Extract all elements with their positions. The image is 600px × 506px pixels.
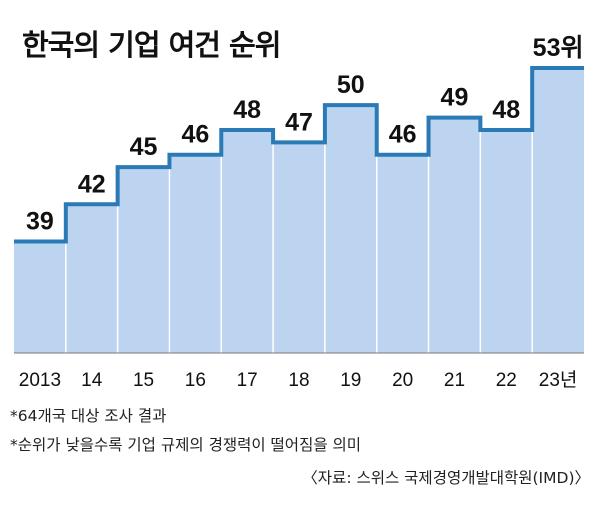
x-tick-20: 20 [392, 370, 413, 391]
data-label-14: 42 [78, 170, 106, 198]
data-label-22: 48 [492, 96, 520, 124]
data-label-17: 48 [233, 96, 261, 124]
bar-14 [65, 204, 118, 353]
source-note: 〈자료: 스위스 국제경영개발대학원(IMD)〉 [302, 469, 590, 487]
bar-2013 [14, 241, 66, 353]
bar-21 [428, 117, 481, 353]
x-tick-17: 17 [237, 370, 258, 391]
x-tick-15: 15 [133, 370, 154, 391]
x-tick-16: 16 [185, 370, 206, 391]
bar-17 [221, 129, 274, 353]
bar-20 [376, 154, 429, 353]
data-label-23년: 53위 [533, 34, 584, 62]
step-line [14, 66, 584, 244]
x-tick-2013: 2013 [19, 370, 61, 391]
chart-title: 한국의 기업 여건 순위 [22, 28, 281, 62]
data-label-18: 47 [285, 108, 313, 136]
x-tick-23년: 23년 [539, 369, 578, 391]
bar-15 [117, 167, 170, 353]
x-tick-19: 19 [340, 370, 361, 391]
footnote-1: *64개국 대상 조사 결과 [10, 407, 167, 425]
bar-18 [273, 142, 325, 353]
data-label-16: 46 [181, 121, 209, 149]
bar-22 [480, 129, 533, 353]
data-label-21: 49 [441, 84, 469, 112]
x-tick-18: 18 [288, 370, 309, 391]
data-label-20: 46 [389, 121, 417, 149]
data-label-19: 50 [337, 71, 365, 99]
bar-19 [324, 105, 377, 353]
x-tick-22: 22 [496, 370, 517, 391]
data-label-15: 45 [130, 133, 158, 161]
x-tick-14: 14 [81, 370, 103, 391]
x-tick-21: 21 [444, 370, 465, 391]
footnotes: *64개국 대상 조사 결과 *순위가 낮을수록 기업 규제의 경쟁력이 떨어짐… [10, 402, 361, 460]
chart-plot: 39 42 45 46 48 47 50 46 49 48 53위 2013 14 15 16 17 18 19… [14, 34, 584, 391]
footnote-2: *순위가 낮을수록 기업 규제의 경쟁력이 떨어짐을 의미 [10, 436, 362, 454]
bar-16 [169, 154, 222, 353]
bar-23년 [532, 68, 584, 353]
data-label-2013: 39 [26, 207, 54, 235]
